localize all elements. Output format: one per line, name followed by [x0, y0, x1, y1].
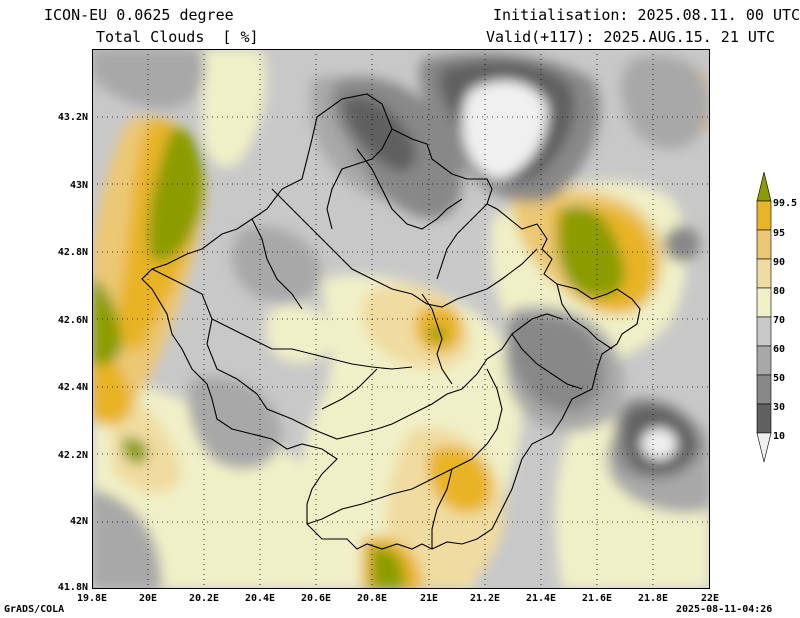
lon-label: 22E [700, 593, 720, 604]
colorbar-swatch [756, 287, 772, 318]
model-title: ICON-EU 0.0625 degree [44, 6, 234, 24]
lon-label: 21.6E [581, 593, 613, 604]
colorbar-swatch [756, 316, 772, 347]
lat-label: 42.8N [57, 247, 88, 258]
variable-title: Total Clouds [ %] [96, 28, 259, 46]
colorbar-label: 70 [773, 315, 786, 326]
lon-label: 21.8E [637, 593, 669, 604]
lon-label: 21E [419, 593, 439, 604]
valid-time: Valid(+117): 2025.AUG.15. 21 UTC [486, 28, 775, 46]
colorbar-swatch [756, 345, 772, 376]
lon-label: 20.6E [300, 593, 332, 604]
colorbar-label: 10 [773, 431, 786, 442]
lon-label: 20E [138, 593, 158, 604]
lat-label: 42.4N [57, 382, 88, 393]
colorbar-swatch [756, 403, 772, 434]
colorbar-label: 80 [773, 286, 786, 297]
lon-label: 19.8E [76, 593, 108, 604]
lon-label: 21.2E [469, 593, 501, 604]
colorbar-swatch [756, 229, 772, 260]
cloud-cover-map [92, 49, 710, 589]
lat-label: 42.2N [57, 450, 88, 461]
software-credit: GrADS/COLA [4, 604, 65, 615]
colorbar-label: 99.5 [773, 198, 798, 209]
colorbar-label: 60 [773, 344, 786, 355]
render-timestamp: 2025-08-11-04:26 [676, 604, 773, 615]
lon-label: 20.2E [188, 593, 220, 604]
colorbar-swatch [756, 432, 772, 463]
lat-label: 41.8N [57, 582, 88, 593]
colorbar-label: 30 [773, 402, 786, 413]
graticule [92, 49, 710, 589]
colorbar-swatch [756, 172, 772, 202]
cloud-field [92, 49, 710, 589]
border-lines [141, 93, 641, 550]
colorbar-swatch [756, 374, 772, 405]
colorbar-swatch [756, 258, 772, 289]
colorbar-label: 50 [773, 373, 786, 384]
colorbar-label: 90 [773, 257, 786, 268]
init-time: Initialisation: 2025.08.11. 00 UTC [493, 6, 800, 24]
lon-label: 21.4E [525, 593, 557, 604]
lon-label: 20.4E [244, 593, 276, 604]
lat-label: 42.6N [57, 315, 88, 326]
lat-label: 43N [69, 180, 88, 191]
colorbar [756, 172, 772, 463]
lon-label: 20.8E [356, 593, 388, 604]
colorbar-swatch [756, 200, 772, 231]
colorbar-label: 95 [773, 228, 786, 239]
lat-label: 42N [69, 516, 88, 527]
lat-label: 43.2N [57, 112, 88, 123]
